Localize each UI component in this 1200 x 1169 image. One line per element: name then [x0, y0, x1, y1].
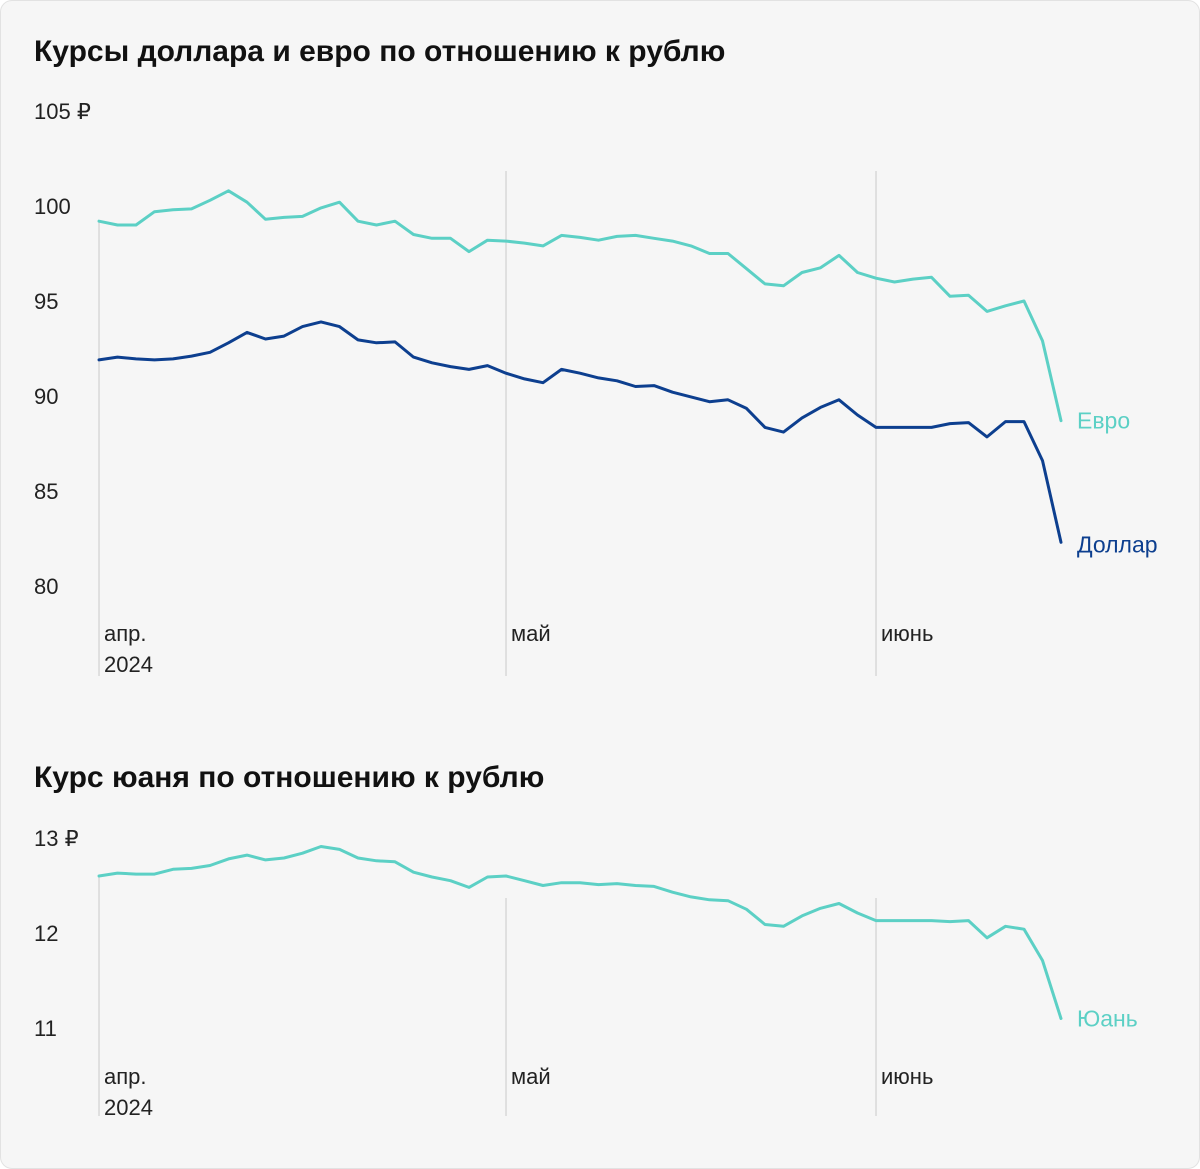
series-line — [97, 189, 1063, 423]
y-tick-label: 12 — [34, 921, 58, 946]
y-tick-label: 85 — [34, 479, 58, 504]
series-label: Юань — [1077, 1006, 1138, 1032]
cny-line-chart: 11 12 13 ₽ апр. 2024 май июнь Юань — [34, 826, 1138, 1120]
x-tick-label: июнь — [881, 621, 933, 646]
y-tick-label: 11 — [34, 1016, 57, 1041]
x-tick-label: май — [511, 1064, 551, 1089]
chart-title-cny: Курс юаня по отношению к рублю — [34, 761, 545, 794]
x-tick-label: май — [511, 621, 551, 646]
series-label: Доллар — [1077, 531, 1158, 557]
y-tick-label: 80 — [34, 574, 58, 599]
y-tick-label: 13 ₽ — [34, 826, 79, 851]
series-label: Евро — [1077, 408, 1130, 434]
x-tick-label: апр. — [104, 621, 147, 646]
x-tick-label: апр. — [104, 1064, 147, 1089]
x-tick-sublabel: 2024 — [104, 652, 153, 677]
x-tick-label: июнь — [881, 1064, 933, 1089]
usd-eur-line-chart: 80 85 90 95 100 105 ₽ апр. 2024 май июнь Евро Долла… — [34, 99, 1158, 677]
series-line — [97, 320, 1063, 544]
y-tick-label: 95 — [34, 289, 58, 314]
x-tick-sublabel: 2024 — [104, 1095, 153, 1120]
series-line — [97, 845, 1063, 1020]
chart-title-usd-eur: Курсы доллара и евро по отношению к рубл… — [34, 35, 726, 68]
y-tick-label: 100 — [34, 194, 71, 219]
y-tick-label: 105 ₽ — [34, 99, 91, 124]
y-tick-label: 90 — [34, 384, 58, 409]
